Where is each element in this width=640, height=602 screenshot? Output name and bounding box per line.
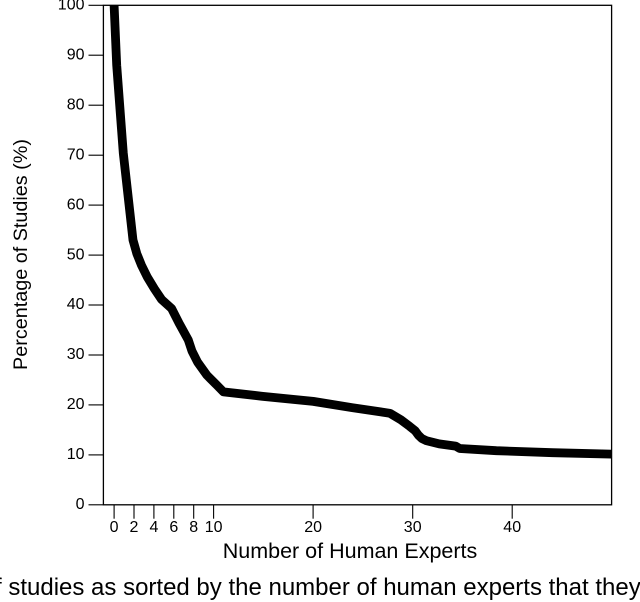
- svg-text:80: 80: [67, 96, 85, 113]
- svg-text:20: 20: [304, 519, 322, 536]
- svg-text:60: 60: [67, 196, 85, 213]
- svg-text:Number of Human Experts: Number of Human Experts: [223, 539, 478, 563]
- svg-text:20: 20: [67, 396, 85, 413]
- svg-text:8: 8: [189, 519, 198, 536]
- svg-text:40: 40: [503, 519, 521, 536]
- svg-text:30: 30: [404, 519, 422, 536]
- svg-text:10: 10: [205, 519, 223, 536]
- svg-text:50: 50: [67, 246, 85, 263]
- svg-text:70: 70: [67, 146, 85, 163]
- svg-text:2: 2: [130, 519, 139, 536]
- svg-text:100: 100: [58, 0, 85, 14]
- svg-text:0: 0: [76, 496, 85, 513]
- svg-text:Percentage of Studies (%): Percentage of Studies (%): [10, 139, 32, 370]
- svg-text:10: 10: [67, 446, 85, 463]
- svg-text:4: 4: [149, 519, 158, 536]
- svg-text:6: 6: [169, 519, 178, 536]
- svg-text:40: 40: [67, 296, 85, 313]
- svg-text:30: 30: [67, 346, 85, 363]
- svg-text:90: 90: [67, 46, 85, 63]
- svg-text:0: 0: [110, 519, 119, 536]
